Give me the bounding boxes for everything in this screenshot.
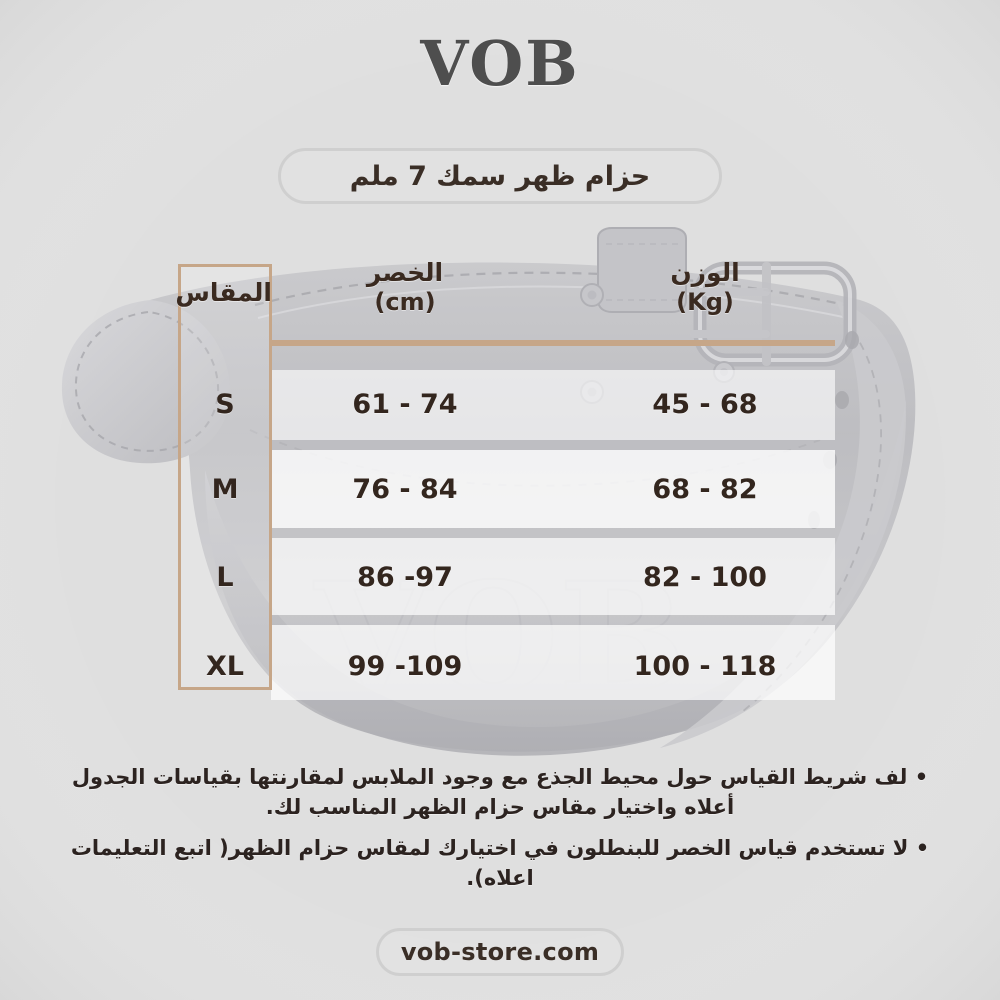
table-row-band-l	[271, 538, 835, 615]
column-header-weight: الوزن (Kg)	[625, 258, 785, 316]
product-title-text: حزام ظهر سمك 7 ملم	[349, 160, 651, 192]
cell-size-s: S	[215, 389, 235, 420]
table-row-band-xl	[271, 625, 835, 700]
instruction-bullet-1: • لف شريط القياس حول محيط الجذع مع وجود …	[71, 765, 929, 820]
cell-weight-m: 68 - 82	[652, 474, 758, 505]
cell-weight-s: 45 - 68	[652, 389, 758, 420]
website-footer-pill[interactable]: vob-store.com	[376, 928, 624, 976]
brand-logo: VOB	[420, 27, 580, 100]
cell-waist-s: 61 - 74	[352, 389, 458, 420]
column-header-waist-unit: (cm)	[374, 287, 436, 316]
website-url-text: vob-store.com	[400, 938, 600, 966]
cell-waist-l: 86 -97	[357, 562, 453, 593]
cell-weight-l: 82 - 100	[643, 562, 767, 593]
size-column-highlight-box	[178, 264, 272, 690]
column-header-waist: الخصر (cm)	[325, 258, 485, 316]
product-title-pill: حزام ظهر سمك 7 ملم	[278, 148, 722, 204]
cell-waist-xl: 99 -109	[347, 651, 463, 682]
instruction-bullet-2: • لا تستخدم قياس الخصر للبنطلون في اختيا…	[70, 835, 930, 891]
column-header-weight-unit: (Kg)	[676, 287, 734, 316]
column-header-weight-label: الوزن	[670, 258, 740, 287]
table-row-band-s	[271, 370, 835, 440]
cell-waist-m: 76 - 84	[352, 474, 458, 505]
cell-weight-xl: 100 - 118	[633, 651, 777, 682]
header-divider-rule	[271, 340, 835, 346]
measurement-instructions: • لف شريط القياس حول محيط الجذع مع وجود …	[60, 762, 940, 896]
cell-size-xl: XL	[205, 651, 245, 682]
cell-size-m: M	[211, 474, 239, 505]
cell-size-l: L	[216, 562, 234, 593]
column-header-waist-label: الخصر	[366, 258, 444, 287]
table-row-band-m	[271, 450, 835, 528]
column-header-size: المقاس	[175, 278, 272, 307]
